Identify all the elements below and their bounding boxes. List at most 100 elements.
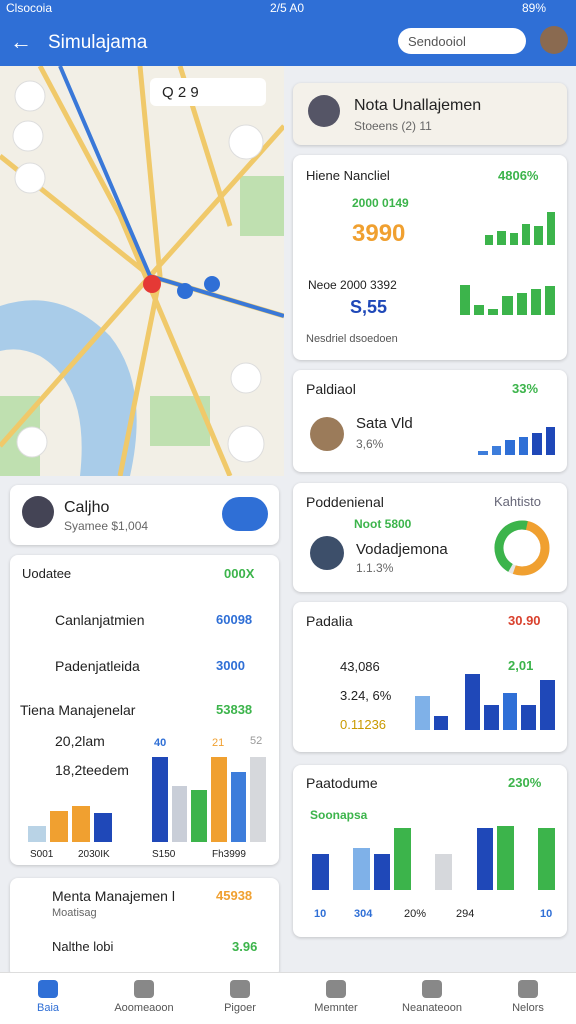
podd-pct: 1.1.3%	[356, 561, 394, 575]
list-header: Uodatee	[22, 566, 72, 581]
nav-label[interactable]: Baia	[36, 1002, 60, 1014]
x-label: 304	[354, 908, 373, 920]
x-label: 10	[314, 908, 327, 920]
bar	[521, 224, 531, 245]
bar-chart	[485, 210, 555, 245]
bar	[516, 292, 527, 315]
x-label: Fh3999	[212, 849, 246, 860]
bar	[211, 757, 227, 842]
legend-item: 43,086	[340, 659, 380, 674]
bar	[540, 680, 555, 730]
bar	[546, 211, 555, 245]
time: 2/5 A0	[270, 1, 305, 15]
bar	[94, 813, 112, 842]
nav-icon[interactable]	[422, 980, 442, 998]
bar	[497, 826, 514, 890]
bar	[545, 426, 555, 455]
bar	[476, 828, 494, 890]
legend-item: 18,2teedem	[55, 762, 129, 778]
big-number: 3990	[352, 220, 406, 247]
search-box[interactable]	[398, 28, 526, 54]
row-value: 60098	[216, 612, 253, 627]
nota-subtitle: Stoeens (2) 11	[354, 119, 432, 133]
card-value: 30.90	[508, 613, 541, 628]
bar	[485, 234, 494, 245]
card-title: Hiene Nancliel	[306, 168, 390, 183]
back-button[interactable]: ←	[10, 29, 32, 54]
bar-label: 52	[250, 735, 263, 747]
bar	[415, 696, 430, 730]
nav-label[interactable]: Pigoer	[224, 1002, 256, 1014]
nav-label[interactable]: Aoomeaoon	[114, 1002, 174, 1014]
row-label[interactable]: Canlanjatmien	[55, 612, 145, 628]
card-title: Menta Manajemen l	[52, 888, 175, 904]
card-subtitle: Moatisag	[52, 907, 97, 919]
card-value: 33%	[512, 381, 539, 396]
nav-icon[interactable]	[38, 980, 58, 998]
bar	[544, 286, 555, 315]
nota-title: Nota Unallajemen	[354, 97, 482, 114]
paato-card	[293, 765, 567, 937]
bar	[353, 847, 370, 890]
nav-label[interactable]: Nelors	[512, 1002, 544, 1014]
bar	[230, 771, 247, 842]
padalia-card	[293, 602, 567, 752]
nav-label[interactable]: Neanateoon	[402, 1002, 462, 1014]
map[interactable]	[0, 66, 284, 476]
profile-icon	[22, 496, 54, 528]
hiene-card	[293, 155, 567, 360]
list-header-value: 000X	[224, 566, 255, 581]
footer: Nesdriel dsoedoen	[306, 333, 398, 345]
row-label[interactable]: Padenjatleida	[55, 658, 140, 674]
bar-chart	[465, 668, 555, 730]
sub: Noot 5800	[354, 517, 412, 531]
bar	[502, 692, 518, 730]
bar	[171, 785, 188, 842]
bar	[250, 757, 267, 842]
person-pct: 3,6%	[356, 437, 384, 451]
x-label: 294	[456, 908, 475, 920]
profile-subtitle: Syamee $1,004	[64, 519, 149, 533]
chart-title: Tiena Manajenelar	[20, 702, 136, 718]
bar	[530, 289, 541, 315]
search-text: Sendooiol	[408, 34, 466, 49]
bar-label: 2,01	[508, 658, 534, 673]
nav-icon[interactable]	[134, 980, 154, 998]
x-label: S150	[152, 849, 176, 860]
x-label: 2030IK	[78, 849, 110, 860]
bar-chart	[28, 790, 112, 842]
nav-label[interactable]: Memnter	[314, 1002, 358, 1014]
bar-chart	[312, 825, 555, 890]
nav-icon[interactable]	[230, 980, 250, 998]
legend-item: 20,2lam	[55, 733, 105, 749]
person-avatar	[310, 417, 344, 451]
bar-chart	[415, 690, 448, 730]
row-label: Nalthe lobi	[52, 939, 114, 954]
bar	[538, 828, 555, 890]
nota-icon	[308, 95, 340, 127]
person-name: Sata Vld	[356, 415, 413, 432]
card-value: 45938	[216, 888, 253, 903]
nav-icon[interactable]	[518, 980, 538, 998]
avatar[interactable]	[540, 26, 568, 54]
bar	[478, 450, 488, 455]
bar	[509, 232, 518, 245]
x-label: S001	[30, 849, 54, 860]
bar	[50, 810, 68, 842]
nav-icon[interactable]	[326, 980, 346, 998]
bar	[532, 432, 542, 455]
card-title: Poddenienal	[306, 494, 384, 510]
bar-label: 40	[154, 737, 167, 749]
go-button[interactable]	[222, 497, 268, 531]
bar	[488, 308, 499, 315]
bar	[497, 231, 506, 245]
bar-chart	[152, 748, 267, 842]
bar	[394, 828, 411, 890]
bar	[502, 295, 513, 315]
bar-chart	[478, 425, 555, 455]
bar	[312, 854, 329, 890]
map-search[interactable]: Q 2 9	[162, 84, 199, 101]
card-value: 230%	[508, 775, 542, 790]
bar	[435, 854, 453, 890]
bar	[474, 305, 485, 315]
